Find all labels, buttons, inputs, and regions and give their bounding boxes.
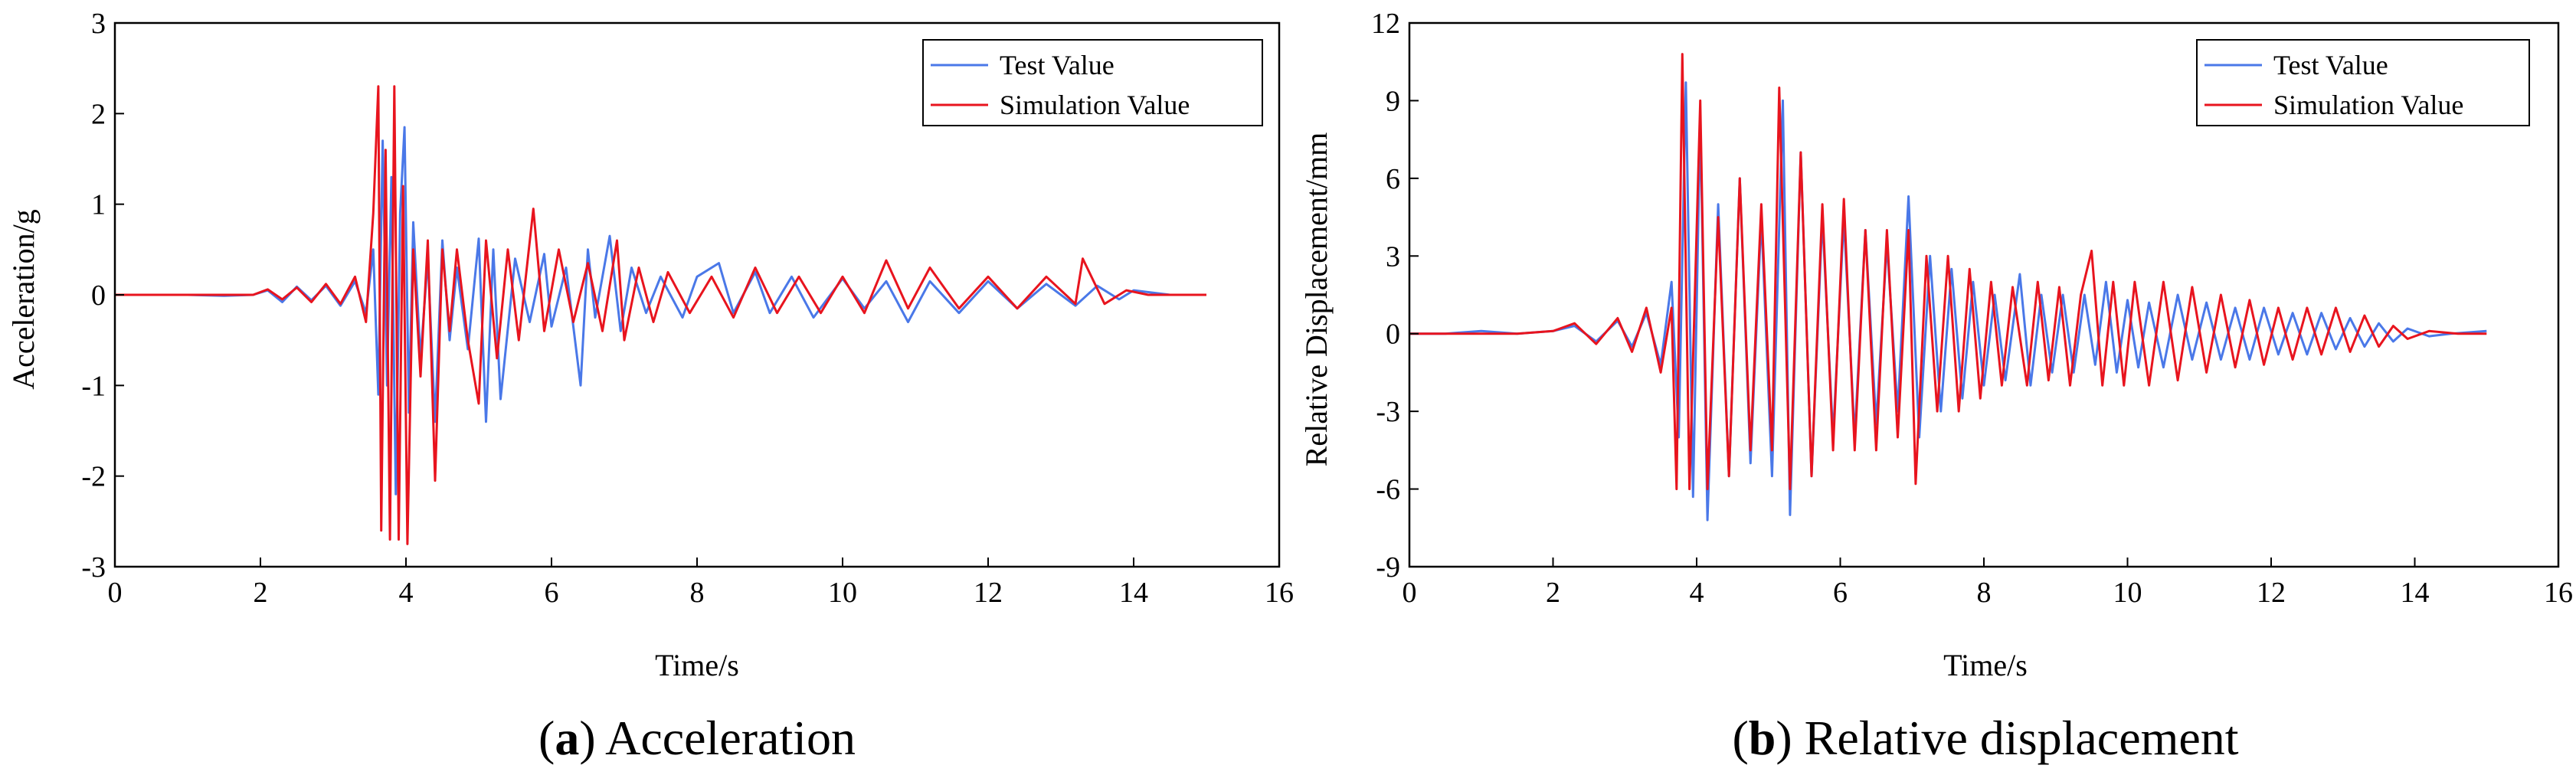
x-tick-label-a-8: 8 (690, 577, 705, 609)
series-layer-a (115, 85, 1206, 545)
y-tick-label-b-0: 0 (1386, 319, 1400, 351)
series-line-a-test-value (115, 126, 1206, 495)
x-tick-label-b-16: 16 (2544, 577, 2573, 609)
x-tick-label-b-10: 10 (2113, 577, 2142, 609)
x-tick-label-b-14: 14 (2401, 577, 2430, 609)
series-layer-b (1409, 53, 2487, 522)
legend-box-a (922, 39, 1263, 126)
x-axis-label-b: Time/s (1943, 648, 2028, 682)
x-tick-label-a-0: 0 (108, 577, 123, 609)
y-tick-label-b--6: -6 (1376, 474, 1400, 506)
legend-b: Test Value Simulation Value (2196, 39, 2530, 126)
y-tick-label-a-1: 1 (91, 189, 106, 221)
legend-label-sim-a: Simulation Value (1000, 90, 1190, 120)
series-line-b-test-value (1409, 81, 2487, 522)
x-tick-label-a-2: 2 (254, 577, 268, 609)
y-tick-label-a--1: -1 (81, 370, 106, 402)
legend-label-test-a: Test Value (1000, 50, 1115, 80)
x-tick-label-a-4: 4 (399, 577, 414, 609)
caption-a: (a) Acceleration (538, 711, 856, 765)
x-tick-label-b-2: 2 (1546, 577, 1560, 609)
y-tick-label-b--3: -3 (1376, 396, 1400, 428)
caption-title-a: Acceleration (596, 711, 856, 765)
x-tick-label-a-12: 12 (974, 577, 1003, 609)
y-tick-label-b-12: 12 (1371, 8, 1400, 40)
y-tick-label-a-2: 2 (91, 98, 106, 130)
x-tick-label-b-6: 6 (1833, 577, 1848, 609)
y-tick-label-a--2: -2 (81, 461, 106, 493)
x-tick-label-b-8: 8 (1977, 577, 1992, 609)
caption-letter-a: a (555, 711, 579, 765)
x-tick-label-a-16: 16 (1265, 577, 1294, 609)
caption-title-b: Relative displacement (1792, 711, 2239, 765)
x-tick-label-a-10: 10 (828, 577, 857, 609)
series-line-b-simulation-value (1409, 53, 2487, 491)
legend-box-b (2196, 39, 2530, 126)
panel-relative-displacement: 0 2 4 6 8 10 12 14 16 -9 -6 -3 0 3 6 9 12 Time/s Relativ… (1299, 8, 2573, 765)
y-axis-label-a: Acceleration/g (6, 209, 41, 389)
x-tick-label-a-6: 6 (545, 577, 559, 609)
y-tick-label-a-0: 0 (91, 280, 106, 312)
x-axis-label-a: Time/s (655, 648, 739, 682)
x-tick-label-a-14: 14 (1119, 577, 1148, 609)
x-tick-label-b-4: 4 (1690, 577, 1704, 609)
y-tick-label-a--3: -3 (81, 551, 106, 584)
y-tick-label-b-6: 6 (1386, 163, 1400, 195)
series-line-a-simulation-value (115, 85, 1206, 545)
caption-letter-b: b (1749, 711, 1776, 765)
y-axis-label-b: Relative Displacement/mm (1299, 132, 1334, 467)
x-tick-label-b-0: 0 (1403, 577, 1417, 609)
y-tick-label-b-9: 9 (1386, 85, 1400, 117)
x-tick-label-b-12: 12 (2257, 577, 2286, 609)
caption-b: (b) Relative displacement (1732, 711, 2238, 765)
y-tick-label-b--9: -9 (1376, 551, 1400, 584)
y-tick-label-b-3: 3 (1386, 240, 1400, 273)
legend-label-test-b: Test Value (2273, 50, 2388, 80)
legend-label-sim-b: Simulation Value (2273, 90, 2463, 120)
ticks-b: 0 2 4 6 8 10 12 14 16 -9 -6 -3 0 3 6 9 12 (1371, 8, 2573, 609)
y-tick-label-a-3: 3 (91, 8, 106, 40)
legend-a: Test Value Simulation Value (922, 39, 1263, 126)
